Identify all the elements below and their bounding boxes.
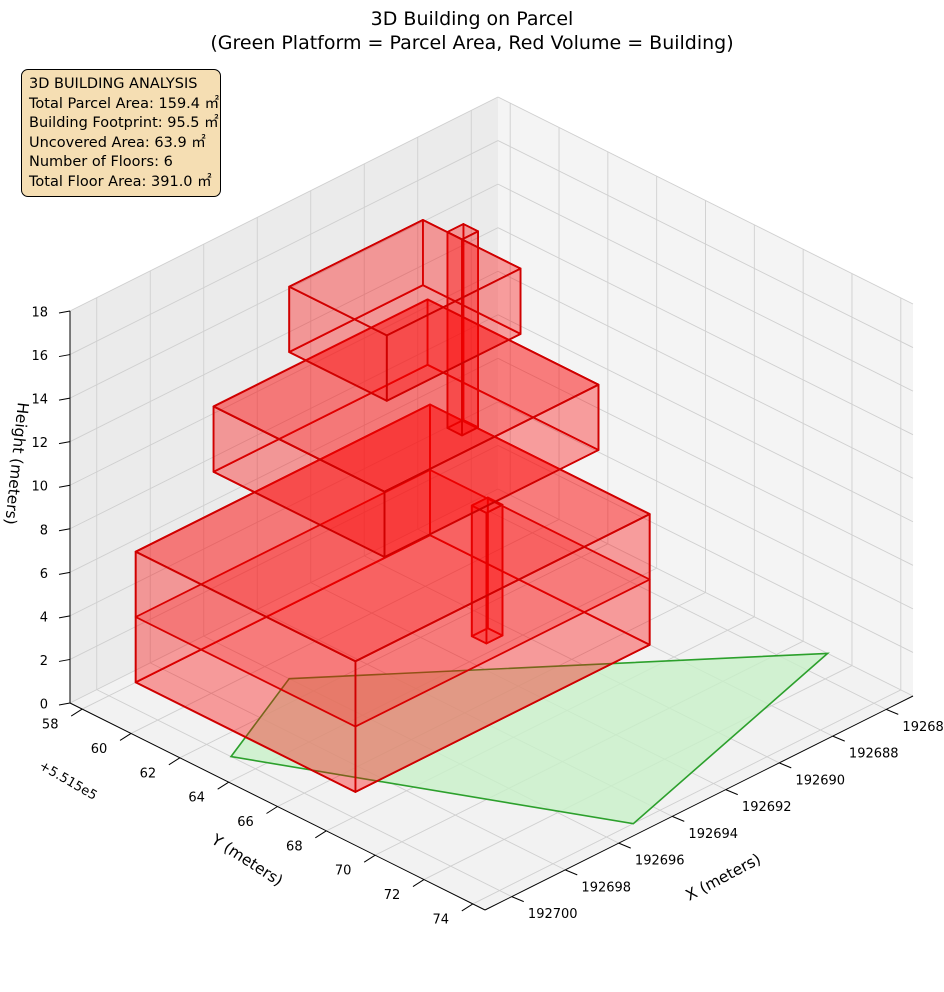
z-tick-label: 12	[31, 436, 48, 451]
z-tick-label: 16	[31, 349, 48, 364]
building-face	[212, 405, 386, 558]
building-face	[134, 550, 357, 793]
left-pane	[70, 97, 498, 703]
x-tick	[779, 762, 792, 769]
grid-line	[69, 445, 499, 660]
z-tick-label: 14	[31, 393, 48, 408]
z-tick	[58, 484, 71, 488]
z-tick	[58, 658, 71, 662]
x-tick-label: 192696	[635, 854, 685, 869]
y-tick-label: 70	[335, 864, 352, 879]
y-tick-label: 74	[433, 912, 450, 927]
grid-line	[69, 401, 499, 617]
x-tick	[565, 869, 578, 876]
x-tick-label: 192686	[902, 720, 944, 735]
z-tick	[58, 397, 71, 401]
z-tick	[58, 528, 71, 532]
x-tick	[832, 735, 845, 742]
x-tick-label: 192690	[795, 773, 845, 788]
z-axis-label: Height (meters)	[1, 401, 32, 525]
grid-line	[497, 270, 914, 479]
grid-line	[497, 314, 914, 523]
z-tick-label: 8	[40, 523, 48, 538]
info-uncovered: Uncovered Area: 63.9 ㎡	[29, 134, 206, 151]
z-tick	[58, 354, 71, 358]
x-tick	[511, 896, 524, 903]
grid-line	[69, 96, 499, 312]
z-tick	[58, 571, 71, 575]
info-heading: 3D BUILDING ANALYSIS	[29, 76, 198, 92]
z-tick	[58, 441, 71, 445]
y-tick-label: 62	[140, 766, 157, 781]
x-axis-line	[484, 695, 914, 911]
z-tick-label: 0	[40, 698, 48, 713]
y-tick-label: 66	[237, 815, 254, 830]
grid-line	[497, 96, 914, 305]
grid-line	[69, 357, 499, 573]
info-footprint: Building Footprint: 95.5 ㎡	[29, 115, 219, 131]
grid-line	[69, 270, 499, 486]
grid-line	[179, 543, 609, 759]
x-tick	[672, 815, 685, 822]
x-tick-label: 192688	[849, 747, 899, 762]
grid-line	[69, 314, 499, 530]
y-tick	[70, 708, 83, 717]
grid-line	[497, 401, 914, 610]
y-offset-label: +5.515e5	[36, 759, 99, 804]
y-tick	[461, 903, 474, 912]
z-tick	[58, 310, 71, 314]
grid-line	[69, 140, 499, 355]
y-tick	[266, 806, 278, 814]
x-tick-label: 192698	[581, 880, 631, 895]
y-tick	[363, 854, 376, 863]
x-tick	[618, 842, 631, 849]
grid-line	[69, 488, 499, 704]
z-tick	[58, 702, 71, 706]
scene-volumes	[134, 218, 830, 825]
y-tick-label: 72	[384, 888, 401, 903]
y-tick-label: 64	[188, 791, 205, 806]
grid-line	[69, 183, 499, 399]
grid-line	[497, 140, 914, 348]
z-tick-label: 10	[31, 480, 48, 495]
building-face	[288, 285, 388, 402]
chart-subtitle: (Green Platform = Parcel Area, Red Volum…	[210, 32, 734, 54]
x-tick-label: 192694	[688, 827, 738, 842]
grid-line	[497, 488, 914, 697]
info-floors: Number of Floors: 6	[29, 154, 173, 170]
grid-line	[497, 357, 914, 566]
grid-line	[472, 689, 901, 905]
z-tick-label: 4	[40, 610, 48, 625]
z-tick-label: 6	[40, 567, 48, 582]
grid-line	[497, 445, 914, 653]
info-parcel-area: Total Parcel Area: 159.4 ㎡	[29, 95, 220, 112]
z-tick-label: 2	[40, 654, 48, 669]
info-floor-area: Total Floor Area: 391.0 ㎡	[29, 173, 212, 190]
grid-line	[497, 183, 914, 392]
z-tick	[58, 615, 71, 619]
x-axis-label: X (meters)	[683, 850, 764, 905]
y-axis-label: Y (meters)	[207, 830, 286, 890]
grid-line	[69, 227, 499, 443]
x-tick-label: 192700	[528, 907, 578, 922]
z-tick-label: 18	[31, 306, 48, 321]
y-tick	[315, 830, 327, 839]
y-tick-label: 60	[91, 742, 108, 757]
y-tick	[217, 781, 229, 790]
y-tick	[412, 879, 425, 887]
grid-line	[497, 227, 914, 436]
y-tick-label: 58	[42, 718, 59, 733]
x-tick	[725, 789, 738, 796]
y-tick	[119, 733, 132, 741]
y-tick-label: 68	[286, 839, 303, 854]
x-tick	[886, 708, 899, 715]
x-tick-label: 192692	[742, 800, 792, 815]
chart-title: 3D Building on Parcel	[370, 8, 574, 30]
analysis-info-box: 3D BUILDING ANALYSIS Total Parcel Area: …	[21, 69, 221, 197]
y-tick	[168, 757, 181, 766]
